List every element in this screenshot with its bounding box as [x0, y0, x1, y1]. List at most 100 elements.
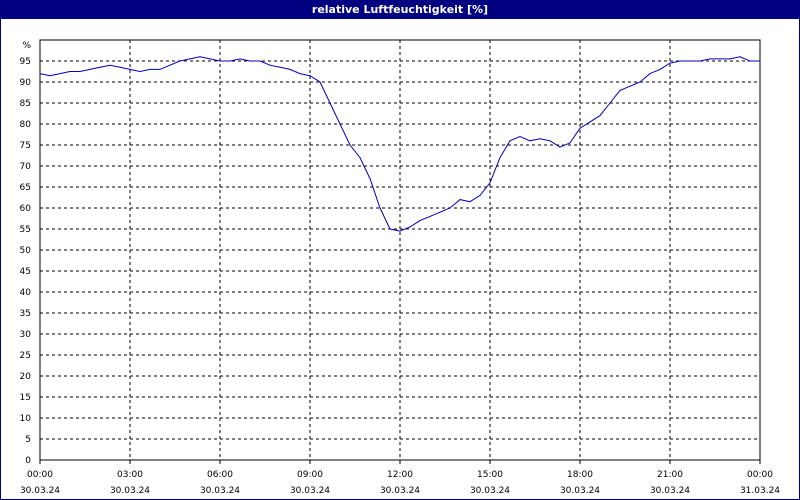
- data-point: [749, 60, 751, 62]
- y-tick-label: 40: [20, 288, 32, 298]
- y-axis-ticks: 0 5 10 15 20 25 30 35 40 45 50 55 60 65 70 75 80 85 90 95: [20, 57, 32, 466]
- y-axis-label: %: [22, 41, 31, 51]
- y-tick-label: 35: [20, 309, 31, 319]
- data-point: [629, 85, 631, 87]
- data-point: [549, 140, 551, 142]
- data-point: [349, 144, 351, 146]
- data-point: [289, 68, 291, 70]
- data-point: [659, 68, 661, 70]
- data-point: [209, 58, 211, 60]
- data-point: [699, 60, 701, 62]
- data-point: [149, 68, 151, 70]
- chart-title: relative Luftfeuchtigkeit [%]: [0, 0, 800, 19]
- data-point: [99, 66, 101, 68]
- data-point: [279, 66, 281, 68]
- y-tick-label: 20: [20, 372, 32, 382]
- data-point: [69, 71, 71, 72]
- x-tick-label-date: 30.03.24: [470, 486, 510, 496]
- y-tick-label: 70: [20, 162, 32, 172]
- data-point: [679, 60, 681, 62]
- y-tick-label: 0: [25, 456, 31, 466]
- grid-layer: [40, 40, 760, 460]
- x-tick-label-time: 21:00: [657, 470, 683, 480]
- y-tick-label: 75: [20, 141, 31, 151]
- x-tick-label-date: 30.03.24: [650, 486, 690, 496]
- data-point: [139, 71, 141, 72]
- data-point: [729, 58, 731, 60]
- data-point: [219, 60, 221, 62]
- y-tick-label: 10: [20, 414, 32, 424]
- data-point: [509, 140, 511, 142]
- x-tick-label-time: 00:00: [27, 470, 53, 480]
- data-point: [609, 102, 611, 104]
- data-point: [559, 146, 561, 148]
- y-tick-label: 30: [20, 330, 32, 340]
- data-point: [569, 142, 571, 144]
- data-point: [709, 58, 711, 60]
- y-tick-label: 95: [20, 57, 31, 67]
- data-point: [469, 201, 471, 203]
- data-point: [459, 199, 461, 201]
- data-point: [739, 56, 741, 58]
- y-tick-label: 55: [20, 225, 31, 235]
- data-point: [89, 68, 91, 70]
- y-tick-label: 80: [20, 120, 32, 130]
- x-tick-label-date: 30.03.24: [200, 486, 240, 496]
- data-point: [449, 207, 451, 209]
- x-tick-label-time: 15:00: [477, 470, 503, 480]
- data-point: [689, 60, 691, 62]
- data-point: [379, 207, 381, 209]
- x-tick-label-time: 03:00: [117, 470, 143, 480]
- data-point: [649, 73, 651, 75]
- data-point: [499, 157, 501, 159]
- x-tick-label-date: 30.03.24: [20, 486, 60, 496]
- x-tick-label-time: 18:00: [567, 470, 593, 480]
- x-tick-label-date: 31.03.24: [740, 486, 780, 496]
- data-point: [759, 60, 761, 62]
- y-tick-label: 50: [20, 246, 32, 256]
- x-axis-ticks: 00:00 30.03.24 03:00 30.03.24 06:00 30.03.24 0…: [20, 460, 780, 496]
- data-point: [359, 157, 361, 159]
- data-point: [719, 58, 721, 60]
- data-point: [619, 89, 621, 91]
- data-point: [589, 121, 591, 123]
- data-point: [39, 73, 41, 75]
- data-point: [579, 127, 581, 129]
- data-point: [179, 60, 181, 62]
- data-point: [669, 62, 671, 64]
- y-tick-label: 60: [20, 204, 32, 214]
- data-point: [479, 194, 481, 196]
- data-point: [189, 58, 191, 60]
- x-tick-label-date: 30.03.24: [560, 486, 600, 496]
- data-point: [59, 73, 61, 75]
- y-tick-label: 5: [25, 435, 31, 445]
- data-point: [429, 215, 431, 217]
- data-point: [109, 64, 111, 66]
- data-point: [409, 226, 411, 228]
- data-point: [119, 66, 121, 68]
- y-tick-label: 15: [20, 393, 31, 403]
- data-point: [299, 73, 301, 75]
- data-point: [249, 60, 251, 62]
- data-point: [329, 102, 331, 104]
- data-point: [529, 140, 531, 142]
- data-point: [49, 75, 51, 77]
- data-point: [389, 228, 391, 230]
- data-point: [319, 81, 321, 83]
- data-point: [399, 230, 401, 232]
- data-point: [489, 182, 491, 184]
- y-tick-label: 65: [20, 183, 31, 193]
- x-tick-label-date: 30.03.24: [110, 486, 150, 496]
- y-tick-label: 85: [20, 99, 31, 109]
- data-point: [309, 75, 311, 77]
- y-tick-label: 90: [20, 78, 32, 88]
- y-tick-label: 25: [20, 351, 31, 361]
- data-point: [519, 136, 521, 138]
- data-point: [439, 211, 441, 213]
- data-point: [229, 60, 231, 62]
- data-point: [269, 64, 271, 66]
- data-point: [79, 71, 81, 72]
- data-point: [239, 58, 241, 60]
- series-points: [39, 56, 761, 232]
